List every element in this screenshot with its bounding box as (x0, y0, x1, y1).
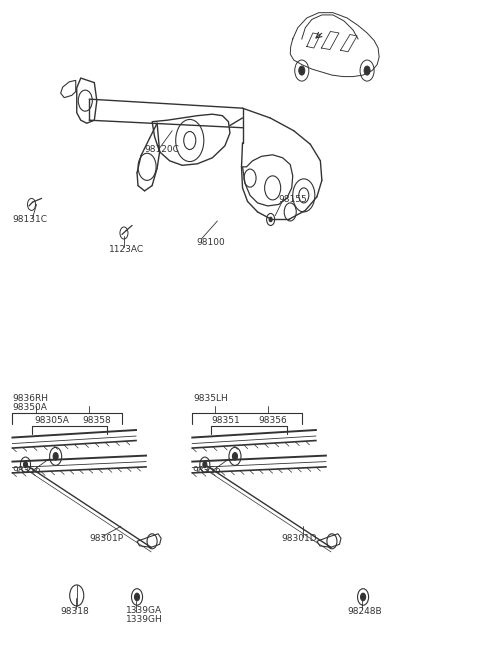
Text: 98155: 98155 (279, 195, 307, 204)
Circle shape (134, 593, 140, 600)
Circle shape (360, 593, 366, 600)
Circle shape (24, 462, 27, 468)
Text: 98248B: 98248B (347, 608, 382, 616)
Circle shape (269, 217, 272, 221)
Text: 98301P: 98301P (89, 533, 123, 543)
Text: 98356: 98356 (192, 466, 221, 475)
Text: 98305A: 98305A (34, 417, 69, 426)
Text: 98318: 98318 (60, 608, 89, 616)
Circle shape (232, 453, 238, 460)
Text: 1123AC: 1123AC (109, 245, 144, 254)
Text: 9836RH: 9836RH (12, 394, 48, 403)
Circle shape (364, 66, 370, 75)
Circle shape (53, 453, 58, 460)
Text: 98301D: 98301D (282, 533, 317, 543)
Text: 98356: 98356 (12, 466, 41, 475)
Text: 9835LH: 9835LH (193, 394, 228, 403)
Circle shape (203, 462, 207, 468)
Circle shape (299, 66, 305, 75)
Text: 98358: 98358 (83, 417, 111, 426)
Text: 98350A: 98350A (12, 403, 48, 412)
Text: 98351: 98351 (211, 417, 240, 426)
Text: 1339GA: 1339GA (126, 606, 162, 615)
Text: 1339GH: 1339GH (126, 615, 163, 624)
Text: 98131C: 98131C (12, 215, 48, 224)
Text: 98120C: 98120C (144, 145, 180, 154)
Text: 98356: 98356 (259, 417, 288, 426)
Text: 98100: 98100 (196, 238, 225, 246)
